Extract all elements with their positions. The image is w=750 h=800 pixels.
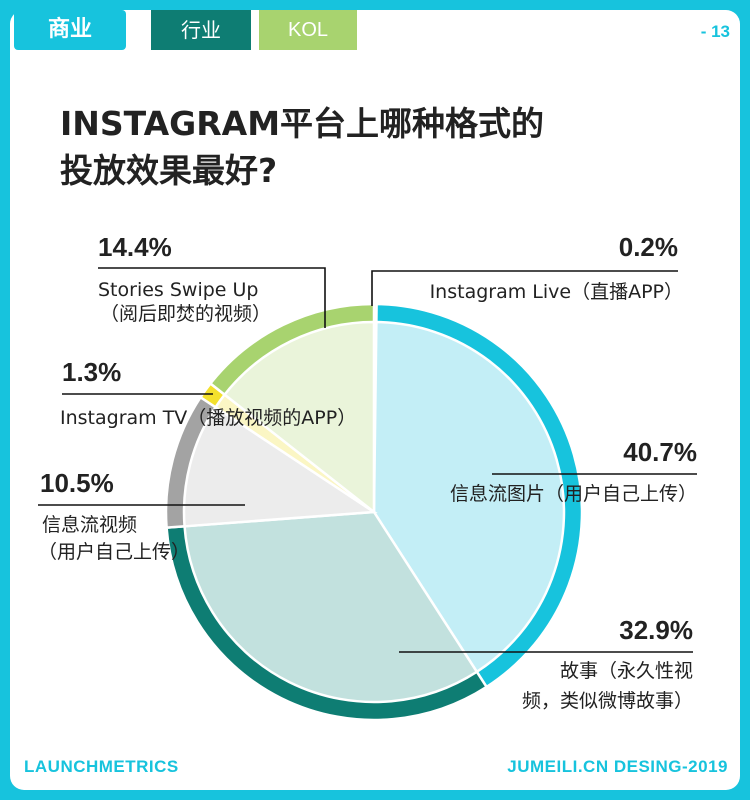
pie-slice bbox=[222, 320, 376, 515]
data-label-category: （用户自己上传） bbox=[38, 541, 190, 563]
chart-title: INSTAGRAM平台上哪种格式的 投放效果最好? bbox=[60, 100, 660, 194]
data-label-percent: 40.7% bbox=[623, 437, 697, 467]
page-number: - 13 bbox=[700, 22, 730, 41]
data-label-percent: 32.9% bbox=[619, 615, 693, 645]
data-label-category: Instagram TV（播放视频的APP） bbox=[60, 407, 356, 429]
data-label-percent: 10.5% bbox=[40, 468, 114, 498]
data-label-category: 故事（永久性视 bbox=[560, 660, 693, 682]
data-label-category: 信息流图片（用户自己上传） bbox=[450, 483, 697, 505]
tab-industry[interactable]: 行业 bbox=[151, 10, 251, 50]
data-label-category: Instagram Live（直播APP） bbox=[430, 281, 683, 303]
leader-line bbox=[98, 267, 326, 328]
leader-line bbox=[371, 270, 678, 306]
data-label-percent: 14.4% bbox=[98, 232, 172, 262]
footer-credit: JUMEILI.CN DESING-2019 bbox=[507, 757, 728, 776]
chart-title-line-2: 投放效果最好? bbox=[60, 151, 278, 190]
data-label-category: 信息流视频 bbox=[42, 514, 137, 536]
chart-title-line-1: INSTAGRAM平台上哪种格式的 bbox=[60, 104, 545, 143]
pie-slice bbox=[182, 405, 378, 528]
data-label-category: Stories Swipe Up bbox=[98, 279, 259, 301]
footer-source: LAUNCHMETRICS bbox=[24, 757, 179, 776]
tab-kol[interactable]: KOL bbox=[259, 10, 357, 50]
category-tag: 商业 bbox=[14, 10, 126, 50]
pie-slice bbox=[183, 510, 479, 704]
data-label-percent: 0.2% bbox=[619, 232, 678, 262]
data-label-percent: 1.3% bbox=[62, 357, 121, 387]
data-label-category: 频，类似微博故事） bbox=[522, 690, 693, 712]
data-label-category: （阅后即焚的视频） bbox=[100, 303, 271, 325]
